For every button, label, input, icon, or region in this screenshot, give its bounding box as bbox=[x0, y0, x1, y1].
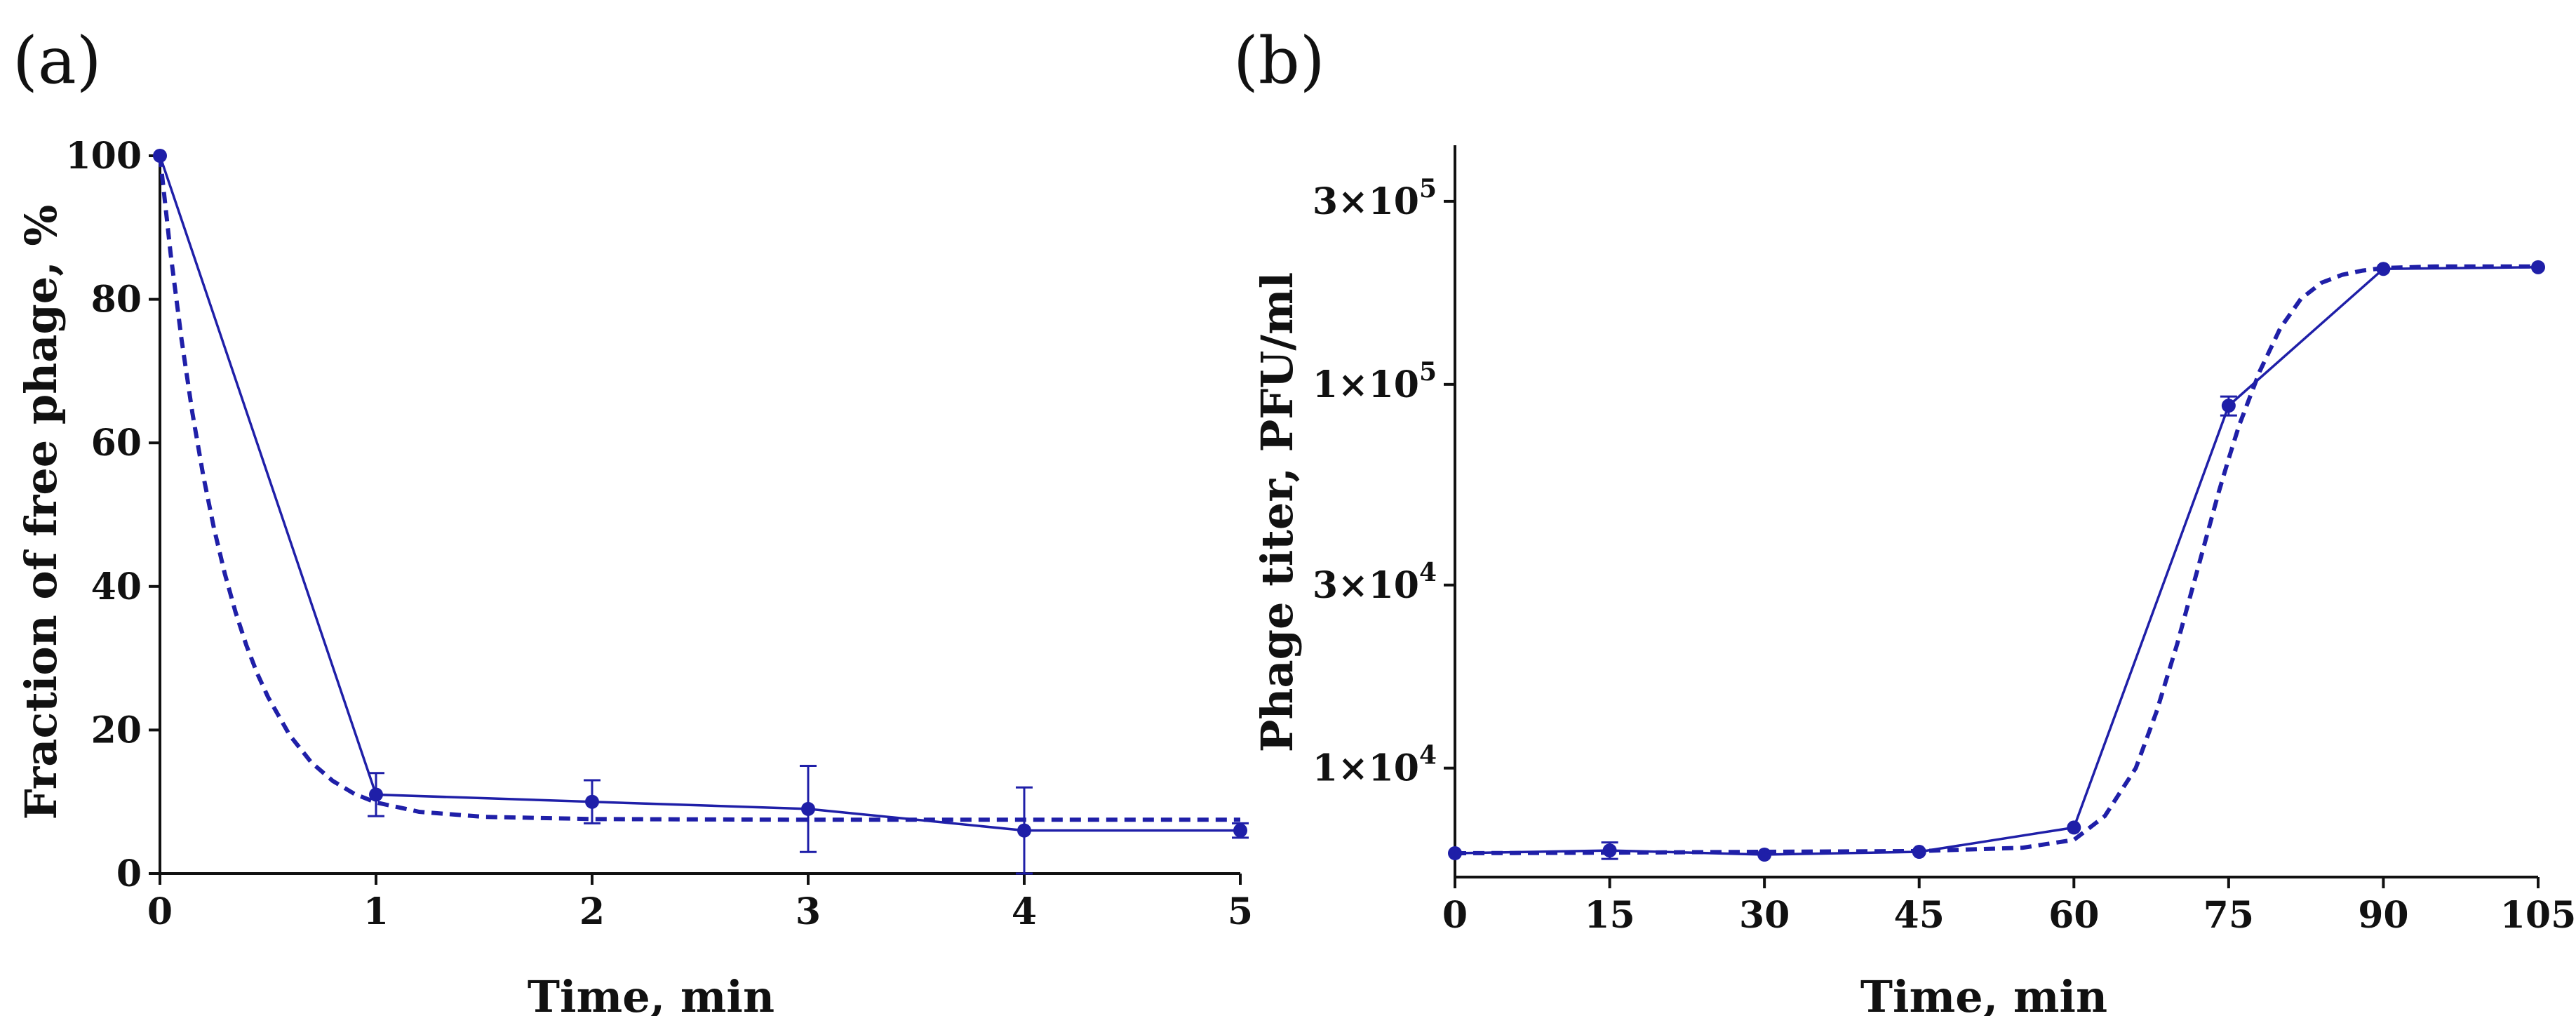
panel-a-x-axis-title: Time, min bbox=[528, 971, 774, 1016]
panel-a-x-tick-label: 3 bbox=[796, 890, 821, 933]
panel-b-y-tick-label: 1×104 bbox=[1313, 741, 1437, 790]
panel-b-data-point bbox=[2067, 820, 2081, 835]
panel-a-y-tick-label: 100 bbox=[65, 135, 142, 178]
panel-a-y-tick-label: 60 bbox=[91, 422, 142, 464]
panel-a-data-point bbox=[1233, 823, 1247, 838]
panel-a-data-point bbox=[801, 801, 815, 816]
panel-b-y-tick-mantissa: 1×10 bbox=[1313, 363, 1419, 406]
panel-b-x-tick-label: 15 bbox=[1584, 894, 1635, 937]
panel-b-fit-curve bbox=[1454, 264, 2538, 855]
panel-b-y-tick-mantissa: 1×10 bbox=[1313, 747, 1419, 790]
panel-b-chart: (b) Phage titer, PFU/ml Time, min 0 15 30 4… bbox=[1233, 23, 2576, 1016]
panel-a-data-point bbox=[369, 787, 383, 802]
panel-a-data-line bbox=[159, 155, 1240, 832]
panel-b-y-tick-exponent: 4 bbox=[1419, 558, 1437, 587]
panel-b-data-point bbox=[1602, 843, 1617, 858]
panel-a-y-tick-label: 40 bbox=[91, 566, 142, 608]
panel-b-y-tick-mantissa: 3×10 bbox=[1313, 564, 1419, 607]
panel-a-fit-curve bbox=[158, 155, 1240, 822]
panel-b-plot-area bbox=[1448, 260, 2545, 862]
panel-a-x-tick-label: 1 bbox=[363, 890, 389, 933]
panel-b-x-tick-label: 0 bbox=[1442, 894, 1468, 937]
panel-b-x-axis-title: Time, min bbox=[1860, 971, 2107, 1016]
panel-a-plot-area bbox=[153, 149, 1249, 875]
panel-a-data-point bbox=[585, 794, 599, 809]
panel-b-y-tick-exponent: 5 bbox=[1419, 174, 1437, 203]
panel-b-y-tick-label: 3×105 bbox=[1313, 174, 1437, 223]
panel-b-label: (b) bbox=[1233, 23, 1325, 98]
panel-a-x-tick-label: 5 bbox=[1228, 890, 1253, 933]
panel-b-x-tick-label: 60 bbox=[2048, 894, 2099, 937]
panel-a-y-tick-label: 80 bbox=[91, 279, 142, 321]
panel-a-x-tick-label: 0 bbox=[147, 890, 173, 933]
panel-b-data-point bbox=[2221, 399, 2236, 413]
panel-a-axes: 0 1 2 3 4 5 0 20 40 60 80 100 bbox=[65, 135, 1253, 933]
panel-a-x-tick-label: 2 bbox=[579, 890, 605, 933]
panel-a-y-tick-label: 0 bbox=[116, 853, 142, 895]
panel-b-y-tick-exponent: 5 bbox=[1419, 357, 1437, 387]
panel-a-chart: (a) Fraction of free phage, % Time, min … bbox=[13, 23, 1253, 1016]
panel-b-x-tick-label: 45 bbox=[1894, 894, 1945, 937]
panel-b-y-tick-mantissa: 3×10 bbox=[1313, 180, 1419, 223]
panel-b-x-tick-label: 105 bbox=[2500, 894, 2576, 937]
panel-b-y-tick-label: 3×104 bbox=[1313, 558, 1437, 607]
panel-a-data-point bbox=[1017, 823, 1031, 838]
panel-b-y-axis-title: Phage titer, PFU/ml bbox=[1252, 272, 1303, 752]
panel-b-x-tick-label: 90 bbox=[2358, 894, 2408, 937]
panel-a-label: (a) bbox=[13, 23, 102, 98]
panel-b-x-tick-label: 30 bbox=[1739, 894, 1790, 937]
panel-b-data-point bbox=[1448, 846, 1462, 861]
panel-a-x-tick-label: 4 bbox=[1012, 890, 1037, 933]
panel-b-x-tick-label: 75 bbox=[2203, 894, 2254, 937]
panel-b-y-tick-label: 1×105 bbox=[1313, 357, 1437, 406]
panel-a-y-tick-label: 20 bbox=[91, 709, 142, 751]
panel-b-data-line bbox=[1454, 266, 2539, 856]
panel-a-y-axis-title: Fraction of free phage, % bbox=[15, 205, 67, 820]
panel-b-y-tick-exponent: 4 bbox=[1419, 741, 1437, 770]
